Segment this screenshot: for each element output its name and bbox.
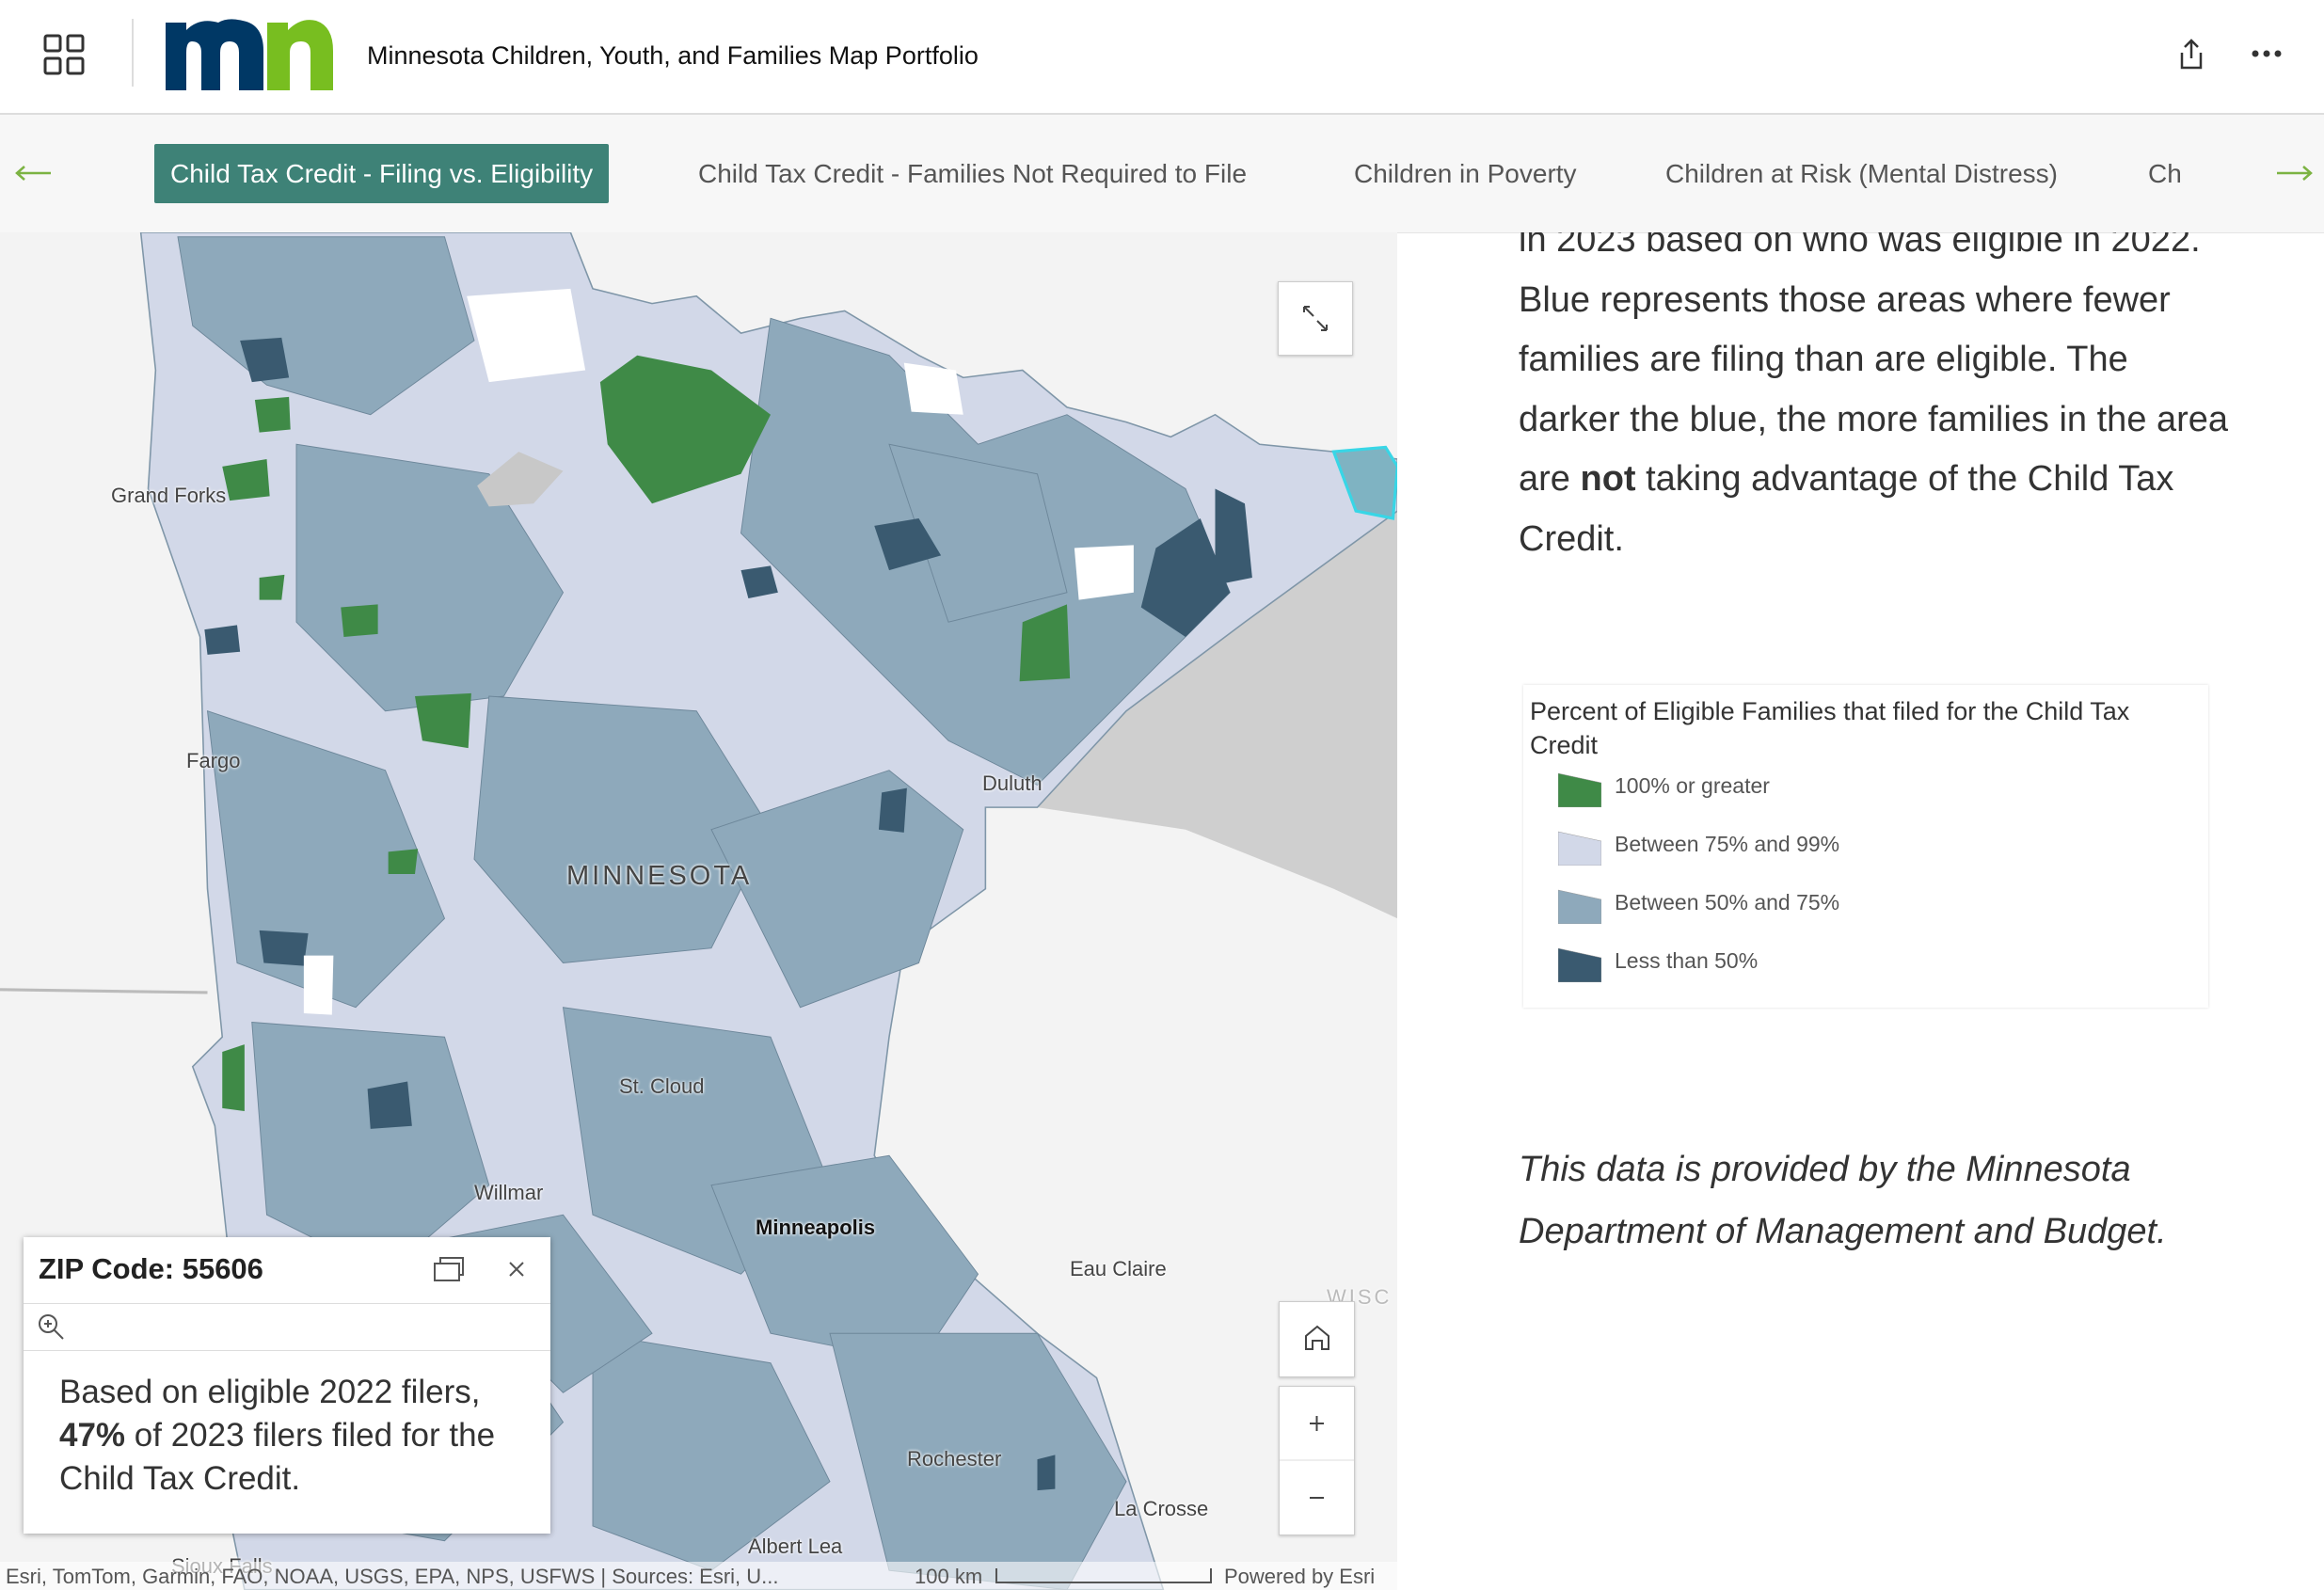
description-text: in 2023 based on who was eligible in 202… [1519, 232, 2234, 569]
map[interactable]: Grand Forks Fargo MINNESOTA Duluth St. Cloud… [0, 232, 1397, 1590]
header: Minnesota Children, Youth, and Families … [0, 0, 2324, 115]
app-title: Minnesota Children, Youth, and Families … [367, 41, 979, 70]
share-button[interactable] [2177, 38, 2205, 72]
more-button[interactable] [2251, 47, 2283, 60]
legend-label: 100% or greater [1615, 773, 1770, 798]
tab[interactable]: Child Tax Credit - Filing vs. Eligibilit… [154, 144, 610, 203]
map-label: Fargo [186, 749, 241, 772]
map-label: Grand Forks [111, 484, 227, 507]
zoom-to-button[interactable] [35, 1311, 67, 1343]
text: in 2023 based on who was eligible in 202… [1519, 232, 2229, 499]
text: Based on eligible 2022 filers, [59, 1374, 481, 1410]
map-label: Minneapolis [756, 1216, 876, 1239]
dock-button[interactable] [432, 1254, 466, 1284]
legend-label: Between 75% and 99% [1615, 832, 1840, 856]
tab[interactable]: Children in Poverty [1354, 159, 1577, 188]
legend: Percent of Eligible Families that filed … [1523, 685, 2208, 1008]
popup-text: Based on eligible 2022 filers, 47% of 20… [59, 1371, 530, 1501]
app-launcher[interactable] [43, 34, 85, 75]
legend-label: Less than 50% [1615, 948, 1759, 973]
prev-arrow[interactable] [15, 164, 53, 183]
divider [24, 1303, 550, 1304]
legend-label: Between 50% and 75% [1615, 890, 1840, 914]
tab[interactable]: Children at Risk (Mental Distress) [1665, 159, 2058, 188]
map-label: MINNESOTA [566, 861, 753, 891]
tab[interactable]: Ch [2148, 159, 2182, 188]
fullscreen-button[interactable] [1278, 281, 1353, 356]
map-label: Albert Lea [748, 1534, 843, 1558]
divider [132, 19, 134, 87]
tab-bar: Child Tax Credit - Filing vs. Eligibilit… [0, 115, 2324, 233]
map-label: Willmar [474, 1181, 544, 1204]
scale-label: 100 km [915, 1565, 983, 1588]
next-arrow[interactable] [2275, 164, 2313, 183]
popup: ZIP Code: 55606 Based on eligible 2022 f… [24, 1237, 550, 1534]
close-button[interactable] [505, 1258, 528, 1280]
zoom-controls [1279, 1386, 1355, 1535]
map-label: Eau Claire [1070, 1257, 1167, 1280]
scale-bar [995, 1568, 1212, 1583]
legend-title: Percent of Eligible Families that filed … [1530, 697, 2130, 759]
map-label: Rochester [907, 1447, 1002, 1471]
footnote: This data is provided by the Minnesota D… [1519, 1150, 2167, 1251]
legend-swatch [1557, 945, 1602, 983]
home-button[interactable] [1279, 1301, 1355, 1377]
map-label: Duluth [982, 771, 1043, 795]
bold-text: 47% [59, 1417, 126, 1454]
legend-swatch [1557, 828, 1602, 867]
powered-by: Powered by Esri [1224, 1565, 1376, 1588]
logo [166, 19, 333, 90]
text: taking advantage of the Child Tax Credit… [1519, 459, 2174, 559]
legend-swatch [1557, 886, 1602, 925]
tab[interactable]: Child Tax Credit - Families Not Required… [698, 159, 1248, 188]
attribution-bar [0, 1562, 1397, 1590]
description: in 2023 based on who was eligible in 202… [1519, 232, 2252, 571]
map-label: La Crosse [1114, 1497, 1209, 1520]
map-label: St. Cloud [619, 1074, 705, 1098]
text: of 2023 filers filed for the Child Tax C… [59, 1417, 496, 1497]
attribution: Esri, TomTom, Garmin, FAO, NOAA, USGS, E… [6, 1565, 779, 1588]
divider [24, 1350, 550, 1351]
popup-title: ZIP Code: 55606 [39, 1252, 263, 1285]
legend-swatch [1557, 770, 1602, 808]
bold-text: not [1580, 459, 1636, 499]
